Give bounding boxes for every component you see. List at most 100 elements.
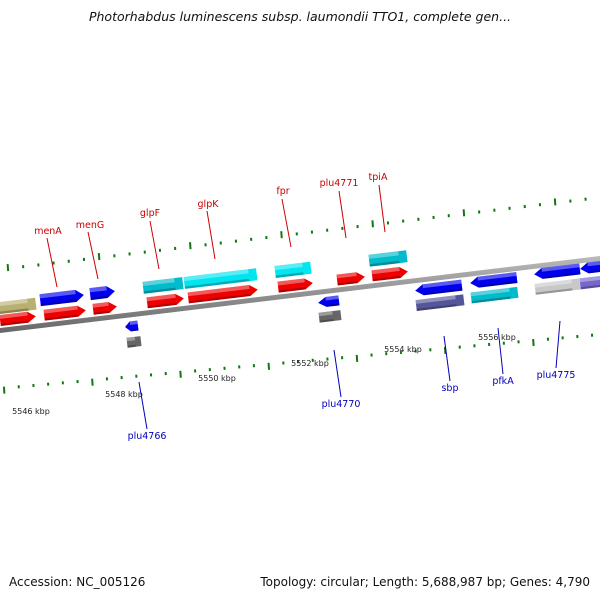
forward-cds bbox=[277, 277, 313, 292]
genome-summary-text: Topology: circular; Length: 5,688,987 bp… bbox=[260, 575, 590, 589]
forward-cds bbox=[43, 305, 86, 321]
inner-tick bbox=[179, 371, 181, 378]
inner-tick bbox=[223, 367, 225, 370]
forward-cds bbox=[336, 271, 365, 285]
inner-tick bbox=[517, 340, 519, 343]
leader-line bbox=[444, 336, 450, 381]
forward-cds bbox=[146, 293, 184, 308]
outer-tick bbox=[296, 232, 298, 235]
gene-label-plu4775: plu4775 bbox=[537, 370, 576, 381]
scale-label: 5548 kbp bbox=[105, 390, 143, 399]
outer-tick bbox=[113, 254, 115, 257]
reverse-cds bbox=[416, 294, 465, 311]
outer-tick bbox=[250, 238, 252, 241]
outer-tick bbox=[508, 207, 510, 210]
accession-text: Accession: NC_005126 bbox=[9, 575, 145, 589]
inner-tick bbox=[268, 363, 270, 370]
outer-tick bbox=[478, 210, 480, 213]
outer-tick bbox=[311, 230, 313, 233]
inner-tick bbox=[459, 346, 461, 349]
forward-gene bbox=[89, 285, 115, 300]
gene-label-sbp: sbp bbox=[441, 383, 458, 394]
gene-label-plu4770: plu4770 bbox=[322, 399, 361, 410]
outer-tick bbox=[463, 209, 465, 216]
scale-label: 5556 kbp bbox=[478, 333, 516, 342]
outer-tick bbox=[37, 263, 39, 266]
scale-label: 5550 kbp bbox=[198, 374, 236, 383]
inner-tick bbox=[209, 368, 211, 371]
outer-tick bbox=[83, 258, 85, 261]
outer-tick bbox=[280, 231, 282, 238]
scale-label: 5554 kbp bbox=[384, 345, 422, 354]
outer-tick bbox=[235, 240, 237, 243]
scale-label: 5546 kbp bbox=[12, 407, 50, 416]
outer-tick bbox=[189, 242, 191, 249]
inner-tick bbox=[341, 356, 343, 359]
gene-label-plu4766: plu4766 bbox=[128, 431, 167, 442]
forward-rna bbox=[142, 277, 183, 294]
inner-tick bbox=[429, 348, 431, 351]
outer-tick bbox=[493, 209, 495, 212]
forward-cds bbox=[371, 266, 408, 281]
outer-tick bbox=[68, 260, 70, 263]
outer-tick bbox=[174, 247, 176, 250]
gene-label-fpr: fpr bbox=[276, 186, 289, 197]
inner-tick bbox=[121, 376, 123, 379]
inner-tick bbox=[356, 355, 358, 362]
inner-tick bbox=[135, 375, 137, 378]
reverse-gene bbox=[124, 321, 138, 332]
leader-line bbox=[556, 321, 560, 368]
outer-tick bbox=[554, 198, 556, 205]
outer-tick bbox=[159, 249, 161, 252]
inner-tick bbox=[106, 377, 108, 380]
reverse-misc bbox=[535, 279, 581, 295]
inner-tick bbox=[473, 344, 475, 347]
gene-label-menG: menG bbox=[76, 220, 104, 231]
outer-tick bbox=[341, 227, 343, 230]
genome-map-canvas: menA menG glpF glpK fpr plu4771 tpiA plu4766 plu… bbox=[0, 0, 600, 560]
outer-tick bbox=[98, 253, 100, 260]
outer-tick bbox=[326, 229, 328, 232]
inner-tick bbox=[503, 342, 505, 345]
reverse-pseudo bbox=[126, 336, 141, 348]
inner-tick bbox=[62, 381, 64, 384]
inner-tick bbox=[194, 369, 196, 372]
inner-tick bbox=[238, 365, 240, 368]
inner-tick bbox=[562, 336, 564, 339]
outer-tick bbox=[144, 251, 146, 254]
reverse-pseudo bbox=[318, 310, 341, 323]
genome-map-view: Photorhabdus luminescens subsp. laumondi… bbox=[0, 0, 600, 600]
scale-label: 5552 kbp bbox=[291, 359, 329, 368]
inner-tick bbox=[3, 387, 5, 394]
gene-label-plu4771: plu4771 bbox=[320, 178, 359, 189]
inner-tick bbox=[150, 373, 152, 376]
leader-line bbox=[379, 185, 385, 232]
reverse-misc bbox=[579, 275, 600, 289]
outer-tick bbox=[220, 241, 222, 244]
inner-tick bbox=[547, 338, 549, 341]
inner-tick bbox=[76, 380, 78, 383]
inner-tick bbox=[576, 335, 578, 338]
leader-line bbox=[282, 199, 291, 247]
gene-label-glpF: glpF bbox=[140, 208, 160, 219]
inner-tick bbox=[591, 334, 593, 337]
leader-line bbox=[207, 211, 215, 259]
inner-tick bbox=[47, 383, 49, 386]
leader-line bbox=[334, 350, 341, 397]
outer-tick bbox=[402, 220, 404, 223]
inner-tick bbox=[532, 339, 534, 346]
scale-labels: 5546 kbp 5548 kbp 5550 kbp 5552 kbp 5554 kbp… bbox=[12, 333, 516, 416]
forward-gene bbox=[39, 289, 84, 306]
leader-line bbox=[88, 232, 98, 279]
outer-tick bbox=[417, 218, 419, 221]
misc-feature bbox=[0, 298, 37, 315]
leader-line bbox=[150, 221, 159, 269]
inner-tick bbox=[91, 379, 93, 386]
gene-label-pfkA: pfkA bbox=[492, 376, 514, 387]
outer-tick bbox=[128, 252, 130, 255]
outer-tick bbox=[387, 221, 389, 224]
inner-tick bbox=[370, 353, 372, 356]
outer-tick bbox=[371, 220, 373, 227]
inner-tick bbox=[282, 361, 284, 364]
outer-tick bbox=[448, 214, 450, 217]
